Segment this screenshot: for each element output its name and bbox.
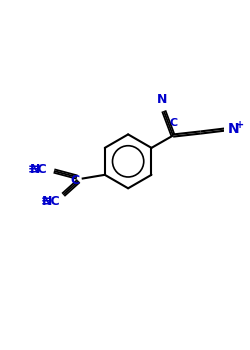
- Text: +: +: [236, 120, 244, 130]
- Text: C: C: [70, 174, 80, 187]
- Text: N: N: [157, 93, 168, 106]
- Text: C: C: [170, 118, 178, 128]
- Text: N: N: [228, 122, 239, 135]
- Text: ≡C: ≡C: [28, 163, 48, 176]
- Text: N: N: [30, 163, 40, 176]
- Text: N: N: [42, 195, 52, 208]
- Text: ≡C: ≡C: [40, 195, 60, 208]
